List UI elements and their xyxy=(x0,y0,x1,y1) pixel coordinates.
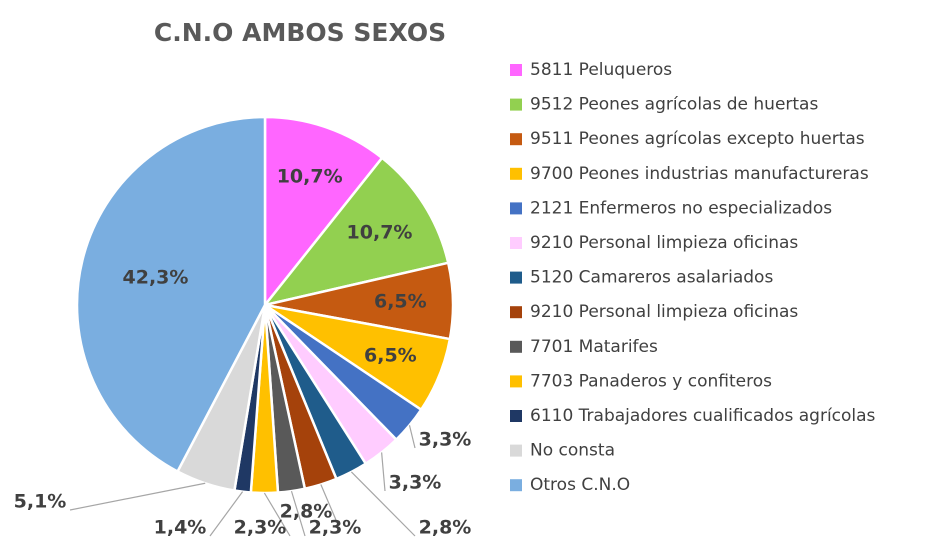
legend-label: 9700 Peones industrias manufactureras xyxy=(530,164,869,184)
leader-line xyxy=(290,490,306,537)
leader-line xyxy=(408,425,416,449)
legend-label: No consta xyxy=(530,441,615,461)
data-label: 2,8% xyxy=(280,501,333,523)
legend-swatch xyxy=(510,410,522,422)
data-label: 6,5% xyxy=(374,291,427,313)
leader-line xyxy=(320,484,337,521)
legend-swatch xyxy=(510,64,522,76)
pie-slice xyxy=(75,115,267,474)
data-label: 2,3% xyxy=(234,517,287,539)
leader-line xyxy=(209,491,244,537)
data-label: 2,8% xyxy=(419,517,472,539)
leader-line xyxy=(381,452,386,492)
leader-line xyxy=(350,471,416,537)
chart-title: C.N.O AMBOS SEXOS xyxy=(154,18,446,47)
legend-swatch xyxy=(510,271,522,284)
legend-swatch xyxy=(510,202,522,215)
legend-label: 7701 Matarifes xyxy=(530,337,658,357)
legend-swatch xyxy=(510,375,522,388)
data-label: 10,7% xyxy=(277,166,343,188)
legend-swatch xyxy=(510,237,522,249)
legend-swatch xyxy=(510,340,522,353)
legend-swatch xyxy=(510,306,522,319)
pie-slice xyxy=(263,115,384,309)
legend-swatch xyxy=(510,167,522,180)
legend-label: 6110 Trabajadores cualificados agrícolas xyxy=(530,406,876,426)
data-label: 3,3% xyxy=(389,472,442,494)
legend-swatch xyxy=(510,98,522,111)
legend-label: 2121 Enfermeros no especializados xyxy=(530,198,832,218)
data-label: 1,4% xyxy=(154,517,207,539)
legend-label: Otros C.N.O xyxy=(530,475,630,495)
data-label: 5,1% xyxy=(14,491,67,513)
legend-label: 7703 Panaderos y confiteros xyxy=(530,371,772,391)
legend-swatch xyxy=(510,133,522,146)
data-label: 10,7% xyxy=(347,221,413,243)
legend-label: 5811 Peluqueros xyxy=(530,60,672,80)
legend-label: 5120 Camareros asalariados xyxy=(530,268,773,288)
legend-label: 9210 Personal limpieza oficinas xyxy=(530,302,798,322)
legend-label: 9210 Personal limpieza oficinas xyxy=(530,233,798,253)
data-label: 3,3% xyxy=(419,429,472,451)
data-label: 2,3% xyxy=(309,517,362,539)
legend-label: 9511 Peones agrícolas excepto huertas xyxy=(530,129,865,149)
data-label: 6,5% xyxy=(364,345,417,367)
pie-slice xyxy=(261,156,450,308)
legend-swatch xyxy=(510,444,522,457)
data-label: 42,3% xyxy=(123,266,189,288)
leader-line xyxy=(69,482,206,511)
legend-label: 9512 Peones agrícolas de huertas xyxy=(530,95,818,115)
leader-line xyxy=(263,492,291,537)
legend-swatch xyxy=(510,479,522,492)
